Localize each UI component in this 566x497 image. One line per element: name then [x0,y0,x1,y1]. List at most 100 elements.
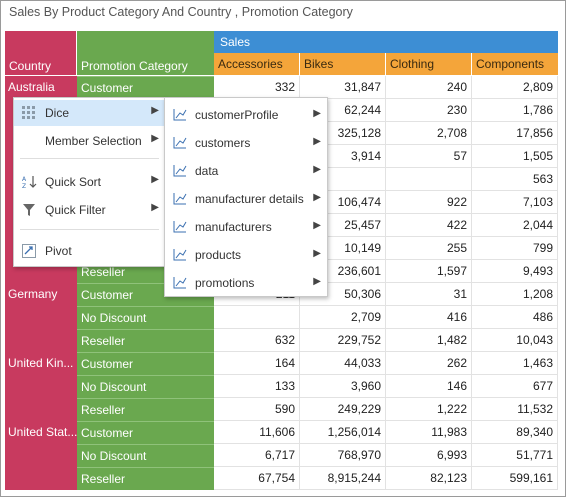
value-cell[interactable]: 3,960 [300,375,386,398]
value-cell[interactable]: 1,256,014 [300,421,386,444]
value-cell[interactable]: 2,809 [472,76,558,99]
value-cell[interactable] [214,306,300,329]
value-cell[interactable]: 1,482 [386,329,472,352]
chevron-right-icon: ▶ [151,133,159,144]
value-cell[interactable]: 590 [214,398,300,421]
country-cell[interactable] [5,375,77,398]
value-cell[interactable]: 486 [472,306,558,329]
value-cell[interactable]: 799 [472,237,558,260]
promotion-cell[interactable]: Reseller [77,329,214,352]
value-cell[interactable]: 164 [214,352,300,375]
value-cell[interactable]: 922 [386,191,472,214]
submenu-item-promotions[interactable]: promotions ▶ [165,269,327,297]
value-cell[interactable]: 146 [386,375,472,398]
promotion-cell[interactable]: No Discount [77,375,214,398]
value-cell[interactable]: 599,161 [472,467,558,490]
country-cell[interactable]: Germany [5,283,77,306]
value-cell[interactable]: 6,717 [214,444,300,467]
value-cell[interactable]: 51,771 [472,444,558,467]
value-cell[interactable]: 262 [386,352,472,375]
value-cell[interactable]: 11,606 [214,421,300,444]
value-cell[interactable]: 249,229 [300,398,386,421]
value-cell[interactable]: 133 [214,375,300,398]
value-cell[interactable]: 9,493 [472,260,558,283]
value-cell[interactable]: 255 [386,237,472,260]
pivot-icon [22,244,38,258]
value-cell[interactable]: 2,044 [472,214,558,237]
submenu-item-manufacturer-details[interactable]: manufacturer details ▶ [165,185,327,213]
value-cell[interactable] [386,168,472,191]
value-cell[interactable]: 1,786 [472,99,558,122]
category-header-accessories[interactable]: Accessories [214,53,300,75]
value-cell[interactable]: 416 [386,306,472,329]
country-cell[interactable] [5,306,77,329]
value-cell[interactable]: 230 [386,99,472,122]
category-header-clothing[interactable]: Clothing [386,53,472,75]
country-cell[interactable]: United Kin... [5,352,77,375]
country-cell[interactable]: Australia [5,76,77,99]
menu-item-quick-filter[interactable]: Quick Filter ▶ [14,197,165,223]
value-cell[interactable]: 1,463 [472,352,558,375]
value-cell[interactable]: 31,847 [300,76,386,99]
submenu-item-label: promotions [195,276,255,290]
promotion-cell[interactable]: Reseller [77,398,214,421]
value-cell[interactable]: 57 [386,145,472,168]
value-cell[interactable]: 82,123 [386,467,472,490]
promotion-header[interactable]: Promotion Category [77,31,214,75]
chevron-right-icon: ▶ [313,136,321,147]
submenu-item-customers[interactable]: customers ▶ [165,129,327,157]
value-cell[interactable]: 44,033 [300,352,386,375]
value-cell[interactable]: 10,043 [472,329,558,352]
value-cell[interactable]: 67,754 [214,467,300,490]
value-cell[interactable]: 1,222 [386,398,472,421]
country-header[interactable]: Country [5,31,77,75]
value-cell[interactable]: 11,532 [472,398,558,421]
value-cell[interactable]: 6,993 [386,444,472,467]
value-cell[interactable]: 1,208 [472,283,558,306]
value-cell[interactable]: 229,752 [300,329,386,352]
value-cell[interactable]: 89,340 [472,421,558,444]
value-cell[interactable]: 7,103 [472,191,558,214]
promotion-cell[interactable]: Customer [77,352,214,375]
value-cell[interactable]: 677 [472,375,558,398]
value-cell[interactable]: 1,505 [472,145,558,168]
svg-text:A: A [22,176,27,183]
value-cell[interactable]: 768,970 [300,444,386,467]
promotion-cell[interactable]: Customer [77,421,214,444]
menu-item-member-selection[interactable]: Member Selection ▶ [14,128,165,154]
promotion-cell[interactable]: No Discount [77,306,214,329]
country-cell[interactable] [5,329,77,352]
value-cell[interactable]: 31 [386,283,472,306]
value-cell[interactable]: 240 [386,76,472,99]
menu-item-pivot[interactable]: Pivot [14,238,165,264]
country-cell[interactable] [5,444,77,467]
value-cell[interactable]: 2,708 [386,122,472,145]
submenu-item-products[interactable]: products ▶ [165,241,327,269]
country-cell[interactable] [5,467,77,490]
value-cell[interactable]: 2,709 [300,306,386,329]
value-cell[interactable]: 563 [472,168,558,191]
chevron-right-icon: ▶ [313,164,321,175]
submenu-item-data[interactable]: data ▶ [165,157,327,185]
value-cell[interactable]: 332 [214,76,300,99]
value-cell[interactable]: 11,983 [386,421,472,444]
submenu-item-manufacturers[interactable]: manufacturers ▶ [165,213,327,241]
value-cell[interactable]: 632 [214,329,300,352]
submenu-item-customerprofile[interactable]: customerProfile ▶ [165,101,327,129]
promotion-cell[interactable]: Customer [77,76,214,99]
category-header-components[interactable]: Components [472,53,558,75]
value-cell[interactable]: 8,915,244 [300,467,386,490]
value-cell[interactable]: 422 [386,214,472,237]
chevron-right-icon: ▶ [151,174,159,185]
promotion-cell[interactable]: No Discount [77,444,214,467]
country-cell[interactable]: United Stat... [5,421,77,444]
value-cell[interactable]: 17,856 [472,122,558,145]
measure-header[interactable]: Sales [214,31,558,53]
menu-item-dice[interactable]: Dice ▶ [14,100,165,126]
category-header-bikes[interactable]: Bikes [300,53,386,75]
dimension-icon [173,277,187,289]
country-cell[interactable] [5,398,77,421]
promotion-cell[interactable]: Reseller [77,467,214,490]
value-cell[interactable]: 1,597 [386,260,472,283]
